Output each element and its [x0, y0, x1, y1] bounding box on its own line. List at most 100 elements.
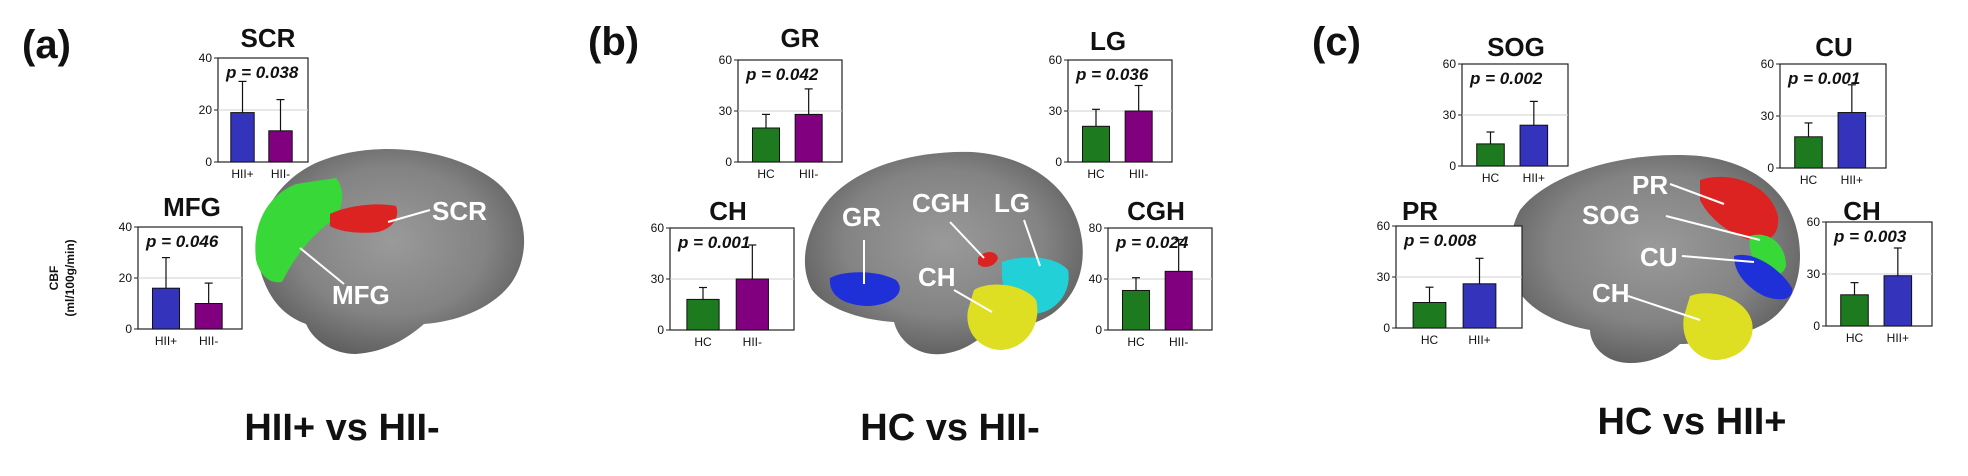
ytick-label-b-ch-30: 30 [651, 272, 665, 286]
region-label-pr-c: PR [1632, 170, 1668, 200]
ytick-label-a-scr-40: 40 [199, 51, 213, 65]
p-value-c-ch: p = 0.003 [1833, 227, 1907, 246]
xtick-label-c-sog-hc: HC [1482, 171, 1500, 185]
bar-charts: SCR 0 20 40 p = 0.038 HII+ HII- MFG 0 20 40 p = 0.0… [119, 23, 1933, 349]
leader-ch-b [953, 289, 993, 313]
ytick-label-c-sog-0: 0 [1449, 159, 1456, 173]
bar-c-cu-hiiplus [1837, 112, 1867, 169]
bar-a-mfg-hiiplus [151, 287, 181, 330]
region-cu-c [1734, 254, 1793, 300]
ytick-label-c-sog-60: 60 [1443, 57, 1457, 71]
y-axis-label-line2: (ml/100g/min) [63, 239, 77, 316]
chart-title-c-pr: PR [1402, 196, 1438, 226]
region-label-ch-c: CH [1592, 278, 1630, 308]
bar-c-cu-hc [1794, 136, 1823, 169]
chart-a-scr: SCR 0 20 40 p = 0.038 HII+ HII- [199, 23, 309, 181]
panel-label-b: (b) [588, 20, 639, 64]
region-label-sog-c: SOG [1582, 200, 1640, 230]
xtick-label-a-scr-hiiminus: HII- [271, 167, 290, 181]
leader-cu-c [1681, 255, 1755, 263]
chart-title-c-ch: CH [1843, 196, 1881, 226]
leader-mfg-a [299, 247, 345, 285]
xtick-label-b-cgh-hiiminus: HII- [1169, 335, 1188, 349]
chart-title-b-gr: GR [781, 23, 820, 53]
ytick-label-b-lg-30: 30 [1049, 104, 1063, 118]
chart-b-ch: CH 0 30 60 p = 0.001 HC HII- [651, 196, 795, 349]
bar-b-lg-hc [1081, 125, 1111, 163]
xtick-label-a-scr-hiiplus: HII+ [231, 167, 253, 181]
region-label-mfg-a: MFG [332, 280, 390, 310]
xtick-label-b-lg-hiiminus: HII- [1129, 167, 1148, 181]
region-gr-b [829, 272, 900, 306]
p-value-b-ch: p = 0.001 [677, 233, 750, 252]
brain-image-a: SCR MFG [255, 149, 525, 354]
chart-c-ch: CH 0 30 60 p = 0.003 HC HII+ [1807, 196, 1933, 345]
ytick-label-b-gr-30: 30 [719, 104, 733, 118]
chart-c-pr: PR 0 30 60 p = 0.008 HC HII+ [1377, 196, 1523, 347]
chart-title-a-scr: SCR [241, 23, 296, 53]
region-ch-b [967, 284, 1038, 350]
chart-title-b-cgh: CGH [1127, 196, 1185, 226]
brain-image-c: PR SOG CU CH [1509, 155, 1800, 364]
panel-label-a: (a) [22, 23, 71, 67]
xtick-label-c-pr-hc: HC [1421, 333, 1439, 347]
chart-title-a-mfg: MFG [163, 192, 221, 222]
region-ch-c [1683, 293, 1753, 360]
bar-b-gr-hc [751, 127, 781, 163]
ytick-label-c-sog-30: 30 [1443, 108, 1457, 122]
region-mfg-a [255, 178, 343, 283]
ytick-label-a-mfg-20: 20 [119, 271, 133, 285]
region-label-lg-b: LG [994, 188, 1030, 218]
bar-c-pr-hc [1412, 302, 1447, 329]
p-value-b-lg: p = 0.036 [1075, 65, 1149, 84]
ytick-label-c-ch-0: 0 [1813, 319, 1820, 333]
ytick-label-b-gr-0: 0 [725, 155, 732, 169]
ytick-label-a-mfg-0: 0 [125, 322, 132, 336]
ytick-label-b-ch-0: 0 [657, 323, 664, 337]
region-scr-a [330, 204, 398, 233]
ytick-label-b-cgh-40: 40 [1089, 272, 1103, 286]
xtick-label-b-ch-hc: HC [694, 335, 712, 349]
xtick-label-a-mfg-hiiplus: HII+ [155, 334, 177, 348]
y-axis-label-line1: CBF [47, 266, 61, 291]
xtick-label-b-gr-hiiminus: HII- [799, 167, 818, 181]
leader-pr-c [1669, 183, 1725, 205]
chart-c-sog: SOG 0 30 60 p = 0.002 HC HII+ [1443, 32, 1569, 185]
bar-c-sog-hc [1476, 143, 1505, 167]
comparison-a: HII+ vs HII- [244, 407, 439, 449]
ytick-label-c-pr-0: 0 [1383, 321, 1390, 335]
leader-ch-c [1627, 295, 1701, 321]
chart-title-c-cu: CU [1815, 32, 1853, 62]
chart-b-gr: GR 0 30 60 p = 0.042 HC HII- [719, 23, 843, 181]
ytick-label-c-cu-60: 60 [1761, 57, 1775, 71]
chart-b-lg: LG 0 30 60 p = 0.036 HC HII- [1049, 26, 1173, 181]
ytick-label-a-scr-0: 0 [205, 155, 212, 169]
leader-cgh-b [949, 221, 985, 259]
panel-label-c: (c) [1312, 20, 1361, 64]
bar-c-ch-hc [1840, 294, 1869, 327]
ytick-label-a-scr-20: 20 [199, 103, 213, 117]
ytick-label-c-ch-30: 30 [1807, 267, 1821, 281]
region-label-gr-b: GR [842, 202, 881, 232]
p-value-c-sog: p = 0.002 [1469, 69, 1543, 88]
bar-b-cgh-hiiminus [1164, 270, 1193, 331]
leader-sog-c [1665, 215, 1761, 241]
xtick-label-b-gr-hc: HC [757, 167, 775, 181]
region-label-cu-c: CU [1640, 242, 1678, 272]
leader-scr-a [387, 209, 431, 223]
brain-slice-b [804, 151, 1083, 355]
ytick-label-c-cu-30: 30 [1761, 109, 1775, 123]
comparison-b: HC vs HII- [860, 407, 1039, 449]
xtick-label-c-ch-hc: HC [1846, 331, 1864, 345]
brain-image-b: GR CGH LG CH [804, 151, 1083, 355]
ytick-label-c-pr-30: 30 [1377, 270, 1391, 284]
p-value-c-pr: p = 0.008 [1403, 231, 1477, 250]
chart-a-mfg: MFG 0 20 40 p = 0.046 HII+ HII- [119, 192, 243, 348]
bar-a-mfg-hiiminus [194, 303, 223, 330]
ytick-label-c-cu-0: 0 [1767, 161, 1774, 175]
xtick-label-c-pr-hiiplus: HII+ [1468, 333, 1490, 347]
p-value-a-mfg: p = 0.046 [145, 232, 219, 251]
xtick-label-b-cgh-hc: HC [1127, 335, 1145, 349]
region-label-cgh-b: CGH [912, 188, 970, 218]
